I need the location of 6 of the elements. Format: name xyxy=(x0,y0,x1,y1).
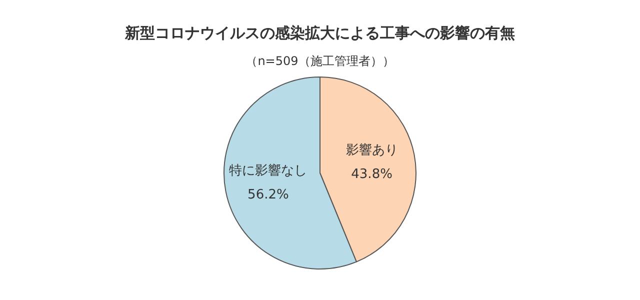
data-label: 56.2% xyxy=(248,188,289,203)
data-label: 43.8% xyxy=(351,167,392,182)
chart-title: 新型コロナウイルスの感染拡大による工事への影響の有無 xyxy=(124,24,516,43)
chart-subtitle: （n=509（施工管理者）） xyxy=(244,53,396,70)
slice-label: 影響あり xyxy=(346,143,398,158)
slice-label: 特に影響なし xyxy=(229,164,308,179)
